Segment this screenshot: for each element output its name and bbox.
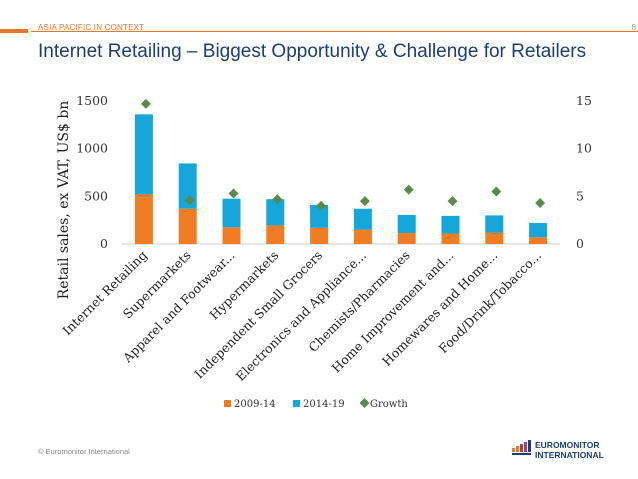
growth-marker-9 (535, 198, 546, 208)
bar-2014-19-5 (353, 208, 372, 230)
euromonitor-logo: EUROMONITOR INTERNATIONAL (512, 440, 604, 460)
y-axis-label: Retail sales, ex VAT, US$ bn (56, 101, 72, 300)
page-number: 8 (631, 23, 636, 32)
bar-2014-19-0 (134, 114, 153, 195)
header-rule (31, 31, 638, 32)
bar-2009-14-9 (529, 237, 548, 244)
bar-2014-19-6 (397, 214, 416, 234)
bar-2009-14-4 (310, 227, 329, 244)
bar-2014-19-2 (222, 198, 241, 228)
growth-marker-6 (403, 184, 414, 195)
bar-2014-19-7 (441, 215, 460, 234)
bar-2014-19-1 (178, 163, 197, 209)
growth-marker-7 (447, 196, 458, 207)
left-tick-2: 1000 (76, 141, 108, 156)
growth-marker-2 (228, 188, 239, 199)
section-label: ASIA PACIFIC IN CONTEXT (38, 23, 145, 32)
bar-2009-14-2 (222, 227, 241, 244)
growth-marker-4 (316, 200, 327, 211)
copyright: © Euromonitor International (38, 447, 130, 456)
bar-2009-14-3 (266, 225, 285, 244)
header-accent-bar (0, 29, 28, 33)
right-tick-3: 15 (576, 93, 592, 108)
growth-marker-5 (359, 196, 370, 207)
growth-marker-1 (184, 195, 195, 206)
bar-2014-19-4 (310, 204, 329, 228)
stacked-bar-chart: Retail sales, ex VAT, US$ bn Internet Re… (56, 93, 592, 410)
growth-marker-0 (140, 98, 151, 109)
legend-label-2014: 2014-19 (303, 399, 345, 410)
legend-swatch-growth (359, 398, 370, 408)
bar-2009-14-1 (178, 208, 197, 244)
bar-2009-14-0 (134, 194, 153, 244)
bar-2014-19-8 (485, 215, 504, 233)
legend-label-growth: Growth (370, 399, 408, 410)
growth-marker-3 (272, 194, 283, 205)
bar-2014-19-3 (266, 199, 285, 226)
bar-2009-14-7 (441, 233, 460, 244)
left-tick-0: 0 (100, 236, 108, 251)
right-tick-labels: 0 5 10 15 (576, 93, 592, 251)
category-label-0: Internet Retailing (59, 248, 150, 339)
page-title: Internet Retailing – Biggest Opportunity… (38, 41, 587, 62)
legend-label-2009: 2009-14 (234, 399, 276, 410)
bar-2014-19-9 (529, 223, 548, 238)
left-tick-labels: 0 500 1000 1500 (76, 93, 108, 251)
growth-marker-8 (491, 186, 502, 197)
left-tick-1: 500 (84, 188, 108, 203)
bar-2009-14-8 (485, 232, 504, 244)
right-tick-1: 5 (576, 188, 584, 203)
legend: 2009-14 2014-19 Growth (224, 398, 408, 410)
right-tick-2: 10 (576, 141, 592, 156)
left-tick-3: 1500 (76, 93, 108, 108)
logo-line1: EUROMONITOR (535, 440, 600, 450)
right-tick-0: 0 (576, 236, 584, 251)
legend-swatch-2009 (224, 400, 231, 407)
logo-line2: INTERNATIONAL (535, 450, 604, 460)
bar-2009-14-6 (397, 233, 416, 244)
bar-2009-14-5 (353, 229, 372, 244)
growth-markers (140, 98, 546, 211)
bar-group (134, 114, 548, 244)
logo-mark-icon (512, 440, 531, 455)
legend-swatch-2014 (293, 400, 300, 407)
